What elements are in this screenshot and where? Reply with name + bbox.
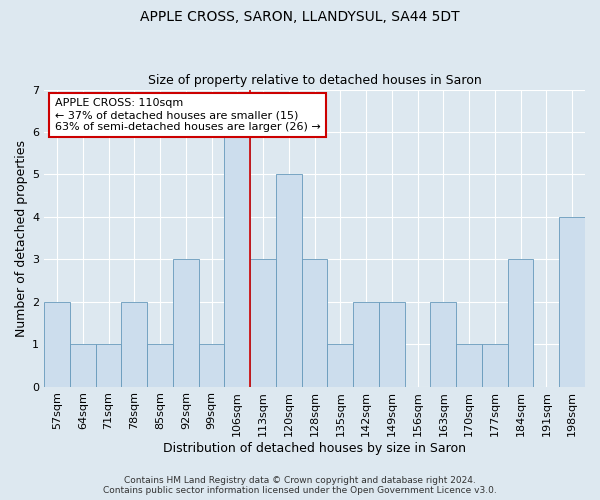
Bar <box>430 302 456 386</box>
Bar <box>44 302 70 386</box>
Bar <box>379 302 405 386</box>
Bar <box>276 174 302 386</box>
Bar <box>95 344 121 387</box>
Bar <box>224 132 250 386</box>
Bar <box>147 344 173 387</box>
Text: APPLE CROSS: 110sqm
← 37% of detached houses are smaller (15)
63% of semi-detach: APPLE CROSS: 110sqm ← 37% of detached ho… <box>55 98 321 132</box>
Bar <box>559 217 585 386</box>
Text: APPLE CROSS, SARON, LLANDYSUL, SA44 5DT: APPLE CROSS, SARON, LLANDYSUL, SA44 5DT <box>140 10 460 24</box>
Bar <box>456 344 482 387</box>
Title: Size of property relative to detached houses in Saron: Size of property relative to detached ho… <box>148 74 481 87</box>
Bar <box>328 344 353 387</box>
Bar <box>302 260 328 386</box>
X-axis label: Distribution of detached houses by size in Saron: Distribution of detached houses by size … <box>163 442 466 455</box>
Bar <box>482 344 508 387</box>
Bar <box>508 260 533 386</box>
Bar <box>173 260 199 386</box>
Y-axis label: Number of detached properties: Number of detached properties <box>15 140 28 336</box>
Bar <box>353 302 379 386</box>
Bar <box>250 260 276 386</box>
Text: Contains HM Land Registry data © Crown copyright and database right 2024.
Contai: Contains HM Land Registry data © Crown c… <box>103 476 497 495</box>
Bar <box>199 344 224 387</box>
Bar <box>121 302 147 386</box>
Bar <box>70 344 95 387</box>
